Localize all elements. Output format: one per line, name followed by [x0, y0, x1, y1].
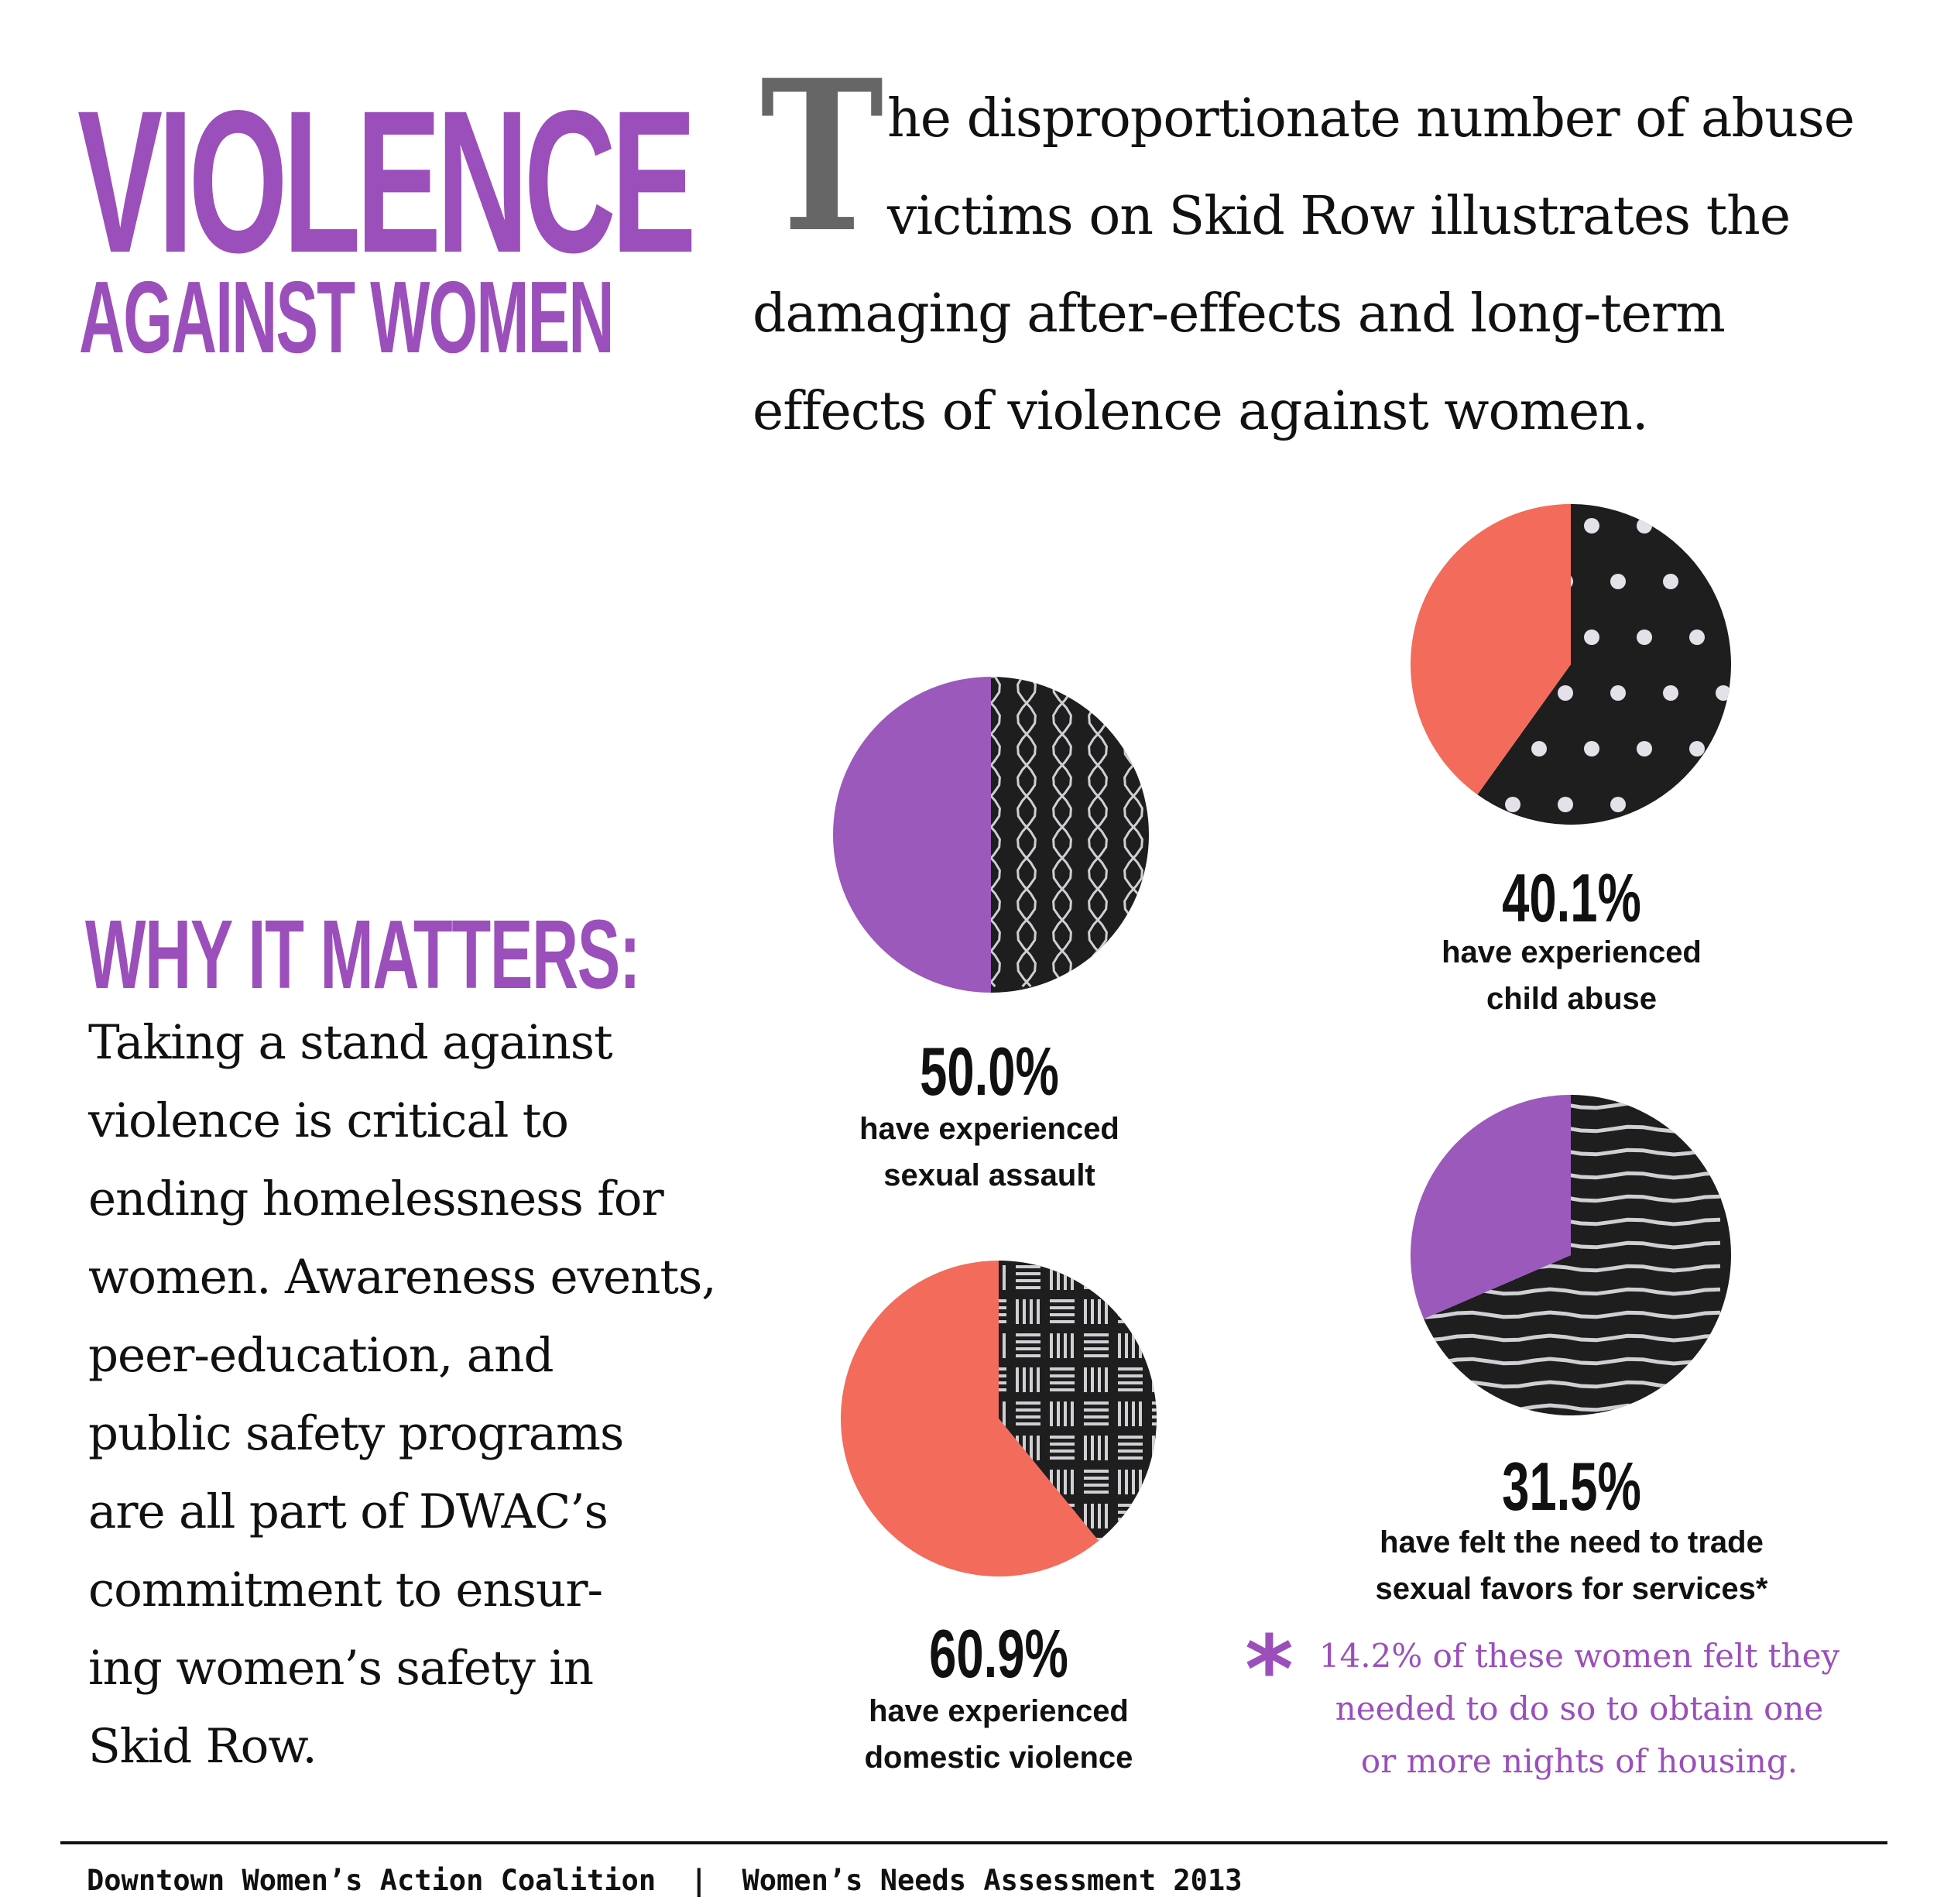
- pattern-dot: [1637, 741, 1652, 756]
- pattern-dot: [1637, 630, 1652, 645]
- pattern-stripe: [1424, 1333, 1721, 1343]
- footer-credit: Downtown Women’s Action Coalition | Wome…: [87, 1864, 1243, 1897]
- pie-caption-line: have experienced: [859, 1112, 1119, 1146]
- why-it-matters-line: are all part of DWAC’s: [88, 1484, 609, 1539]
- why-it-matters-line: commitment to ensur-: [88, 1563, 603, 1618]
- pie-slice-value: [840, 1261, 1099, 1576]
- footnote-line: or more nights of housing.: [1360, 1742, 1798, 1780]
- pie-chart-domestic-violence: [840, 1261, 1157, 1576]
- pie-slice-value: [833, 677, 991, 993]
- intro-line: victims on Skid Row illustrates the: [887, 186, 1791, 247]
- pie-value-label: 31.5%: [1502, 1448, 1641, 1525]
- pie-chart-trade-sexual-favors: [1410, 1095, 1731, 1415]
- intro-line: effects of violence against women.: [753, 381, 1649, 442]
- pattern-dot: [1584, 518, 1599, 533]
- pie-caption-line: have experienced: [869, 1694, 1129, 1728]
- pattern-dot: [1584, 630, 1599, 645]
- pattern-dot: [1558, 685, 1573, 701]
- pie-chart-sexual-assault: [833, 677, 1149, 993]
- pattern-dot: [1716, 797, 1731, 812]
- title-main: VIOLENCE: [77, 68, 697, 295]
- pattern-stripe: [1424, 1310, 1721, 1319]
- pattern-dot: [1584, 741, 1599, 756]
- pattern-wave: [991, 677, 1001, 988]
- pattern-wave: [1016, 677, 1037, 988]
- pattern-wave: [1052, 677, 1072, 988]
- pattern-dot: [1689, 630, 1705, 645]
- pattern-dot: [1452, 797, 1468, 812]
- pie-slice-value: [1410, 504, 1571, 795]
- footnote-asterisk: *: [1245, 1617, 1294, 1724]
- pattern-dot: [1663, 685, 1678, 701]
- pattern-dot: [1505, 797, 1520, 812]
- pie-caption-line: sexual assault: [883, 1158, 1095, 1192]
- why-it-matters-line: ing women’s safety in: [88, 1641, 594, 1696]
- why-it-matters-heading: WHY IT MATTERS:: [85, 900, 641, 1009]
- pattern-dot: [1426, 518, 1442, 533]
- footer-divider: [60, 1841, 1887, 1844]
- intro-dropcap: T: [760, 35, 884, 279]
- pie-caption-line: domestic violence: [864, 1741, 1133, 1775]
- pattern-dot: [1610, 574, 1626, 589]
- why-it-matters-line: violence is critical to: [88, 1093, 569, 1148]
- pie-caption-line: have felt the need to trade: [1380, 1525, 1764, 1559]
- pie-caption-line: child abuse: [1486, 982, 1658, 1016]
- pattern-dot: [1610, 797, 1626, 812]
- intro-line: damaging after-effects and long-term: [753, 283, 1726, 345]
- why-it-matters-line: women. Awareness events,: [88, 1250, 717, 1305]
- pattern-dot: [1610, 685, 1626, 701]
- pattern-dot: [1663, 797, 1678, 812]
- pattern-dot: [1689, 518, 1705, 533]
- pattern-dot: [1663, 574, 1678, 589]
- pie-caption-line: have experienced: [1442, 935, 1702, 969]
- pie-value-label: 60.9%: [929, 1615, 1068, 1692]
- pie-caption-line: sexual favors for services*: [1375, 1572, 1768, 1606]
- pattern-dot: [1637, 518, 1652, 533]
- why-it-matters-line: ending homelessness for: [88, 1172, 664, 1226]
- title-subtitle: AGAINST WOMEN: [79, 260, 614, 374]
- why-it-matters-line: public safety programs: [88, 1406, 624, 1461]
- pie-chart-child-abuse: [1410, 504, 1731, 825]
- footnote-line: 14.2% of these women felt they: [1318, 1637, 1840, 1675]
- pattern-dot: [1558, 797, 1573, 812]
- pattern-dot: [1716, 685, 1731, 701]
- pattern-dot: [1689, 741, 1705, 756]
- why-it-matters-line: Taking a stand against: [88, 1015, 613, 1070]
- pie-slice-value: [1410, 1095, 1571, 1319]
- why-it-matters-line: Skid Row.: [88, 1719, 317, 1774]
- pattern-dot: [1716, 574, 1731, 589]
- pattern-wave: [991, 677, 1001, 988]
- footnote-line: needed to do so to obtain one: [1335, 1690, 1824, 1727]
- intro-line: he disproportionate number of abuse: [887, 88, 1855, 149]
- why-it-matters-line: peer-education, and: [88, 1328, 554, 1383]
- pie-value-label: 50.0%: [920, 1033, 1059, 1110]
- pie-slice-remainder: [999, 1261, 1157, 1541]
- pattern-dot: [1531, 741, 1547, 756]
- pie-value-label: 40.1%: [1502, 859, 1641, 936]
